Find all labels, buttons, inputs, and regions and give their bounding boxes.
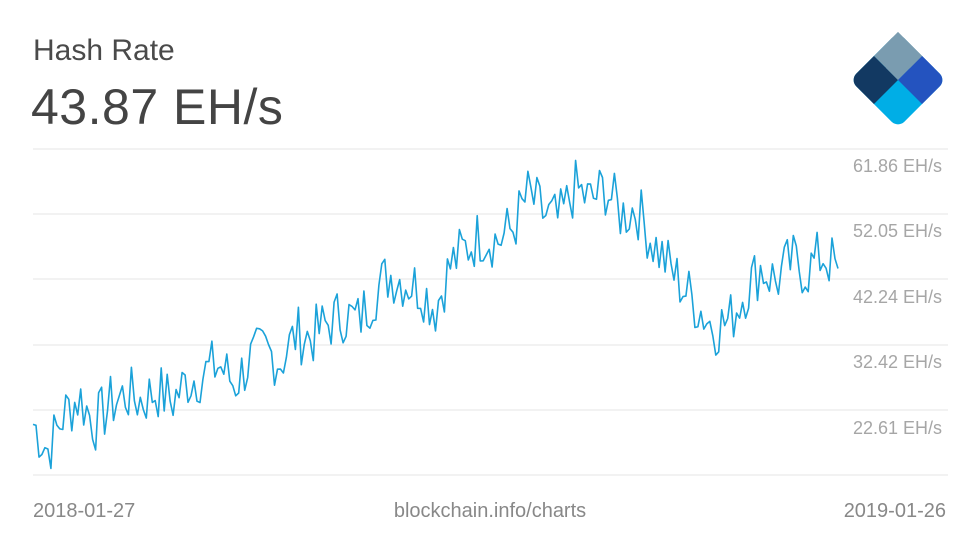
y-tick-label: 52.05 EH/s: [852, 221, 942, 241]
blockchain-logo-icon: [853, 31, 943, 125]
chart-title: Hash Rate: [33, 34, 175, 67]
y-tick-label: 61.86 EH/s: [852, 156, 942, 176]
y-tick-label: 32.42 EH/s: [852, 352, 942, 372]
source-link[interactable]: blockchain.info/charts: [393, 500, 587, 522]
start-date-label: 2018-01-27: [33, 500, 136, 522]
end-date-label: 2019-01-26: [843, 500, 946, 522]
current-value: 43.87 EH/s: [31, 79, 284, 135]
y-tick-label: 42.24 EH/s: [852, 287, 942, 307]
gridlines: [33, 148, 948, 476]
hash-rate-line: [32, 159, 839, 470]
y-tick-label: 22.61 EH/s: [852, 418, 942, 438]
